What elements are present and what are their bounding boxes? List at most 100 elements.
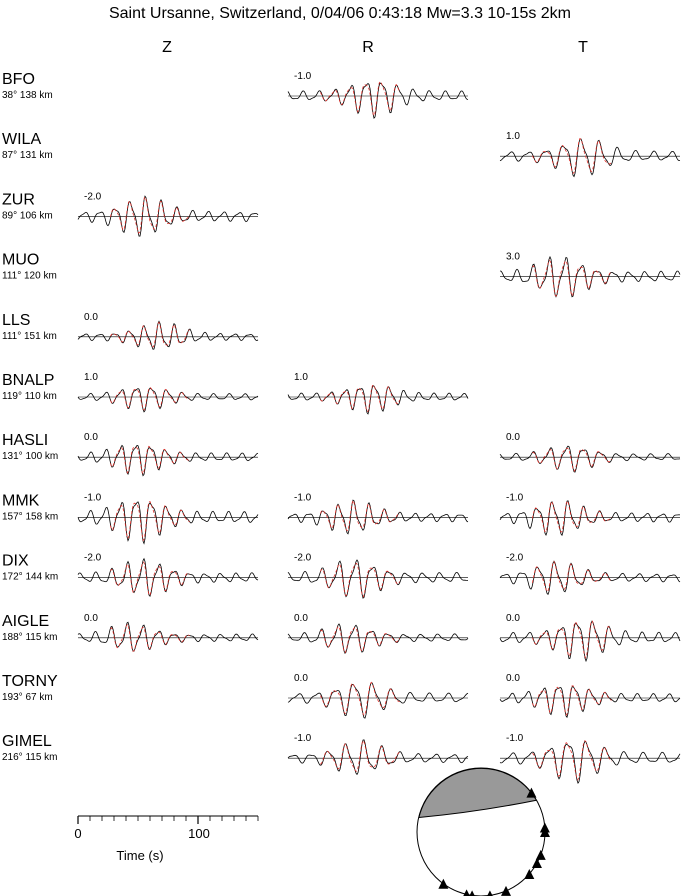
data-trace-aigle-r (287, 623, 469, 655)
station-name-muo: MUO (2, 252, 39, 269)
time-shift-torny-t: 0.0 (506, 673, 520, 684)
x-axis-label: Time (s) (116, 848, 163, 863)
station-name-mmk: MMK (2, 492, 40, 509)
time-shift-torny-r: 0.0 (294, 673, 308, 684)
station-row-bnalp: BNALP 119° 110 km 1.0 1.0 (2, 372, 469, 415)
station-row-dix: DIX 172° 144 km -2.0 -2.0 -2.0 (2, 553, 681, 599)
data-trace-bnalp-r (287, 385, 469, 415)
trace-hasli-t: 0.0 (499, 432, 681, 473)
data-trace-dix-z (77, 557, 259, 597)
trace-dix-r: -2.0 (287, 553, 469, 599)
trace-mmk-t: -1.0 (499, 492, 681, 537)
time-shift-mmk-t: -1.0 (506, 492, 524, 503)
data-trace-mmk-r (287, 499, 469, 535)
synthetic-trace-mmk-r (320, 499, 400, 532)
time-shift-dix-t: -2.0 (506, 553, 524, 564)
data-trace-dix-r (287, 559, 469, 599)
data-trace-hasli-z (77, 444, 259, 477)
station-meta-bfo: 38° 138 km (2, 90, 53, 101)
station-name-aigle: AIGLE (2, 613, 49, 630)
beachball-compressional-quadrant (418, 767, 538, 819)
trace-lls-z: 0.0 (77, 312, 259, 350)
data-trace-gimel-t (499, 740, 681, 784)
station-row-hasli: HASLI 131° 100 km 0.0 0.0 (2, 432, 681, 477)
synthetic-trace-gimel-r (320, 739, 400, 772)
data-trace-wila-t (499, 138, 681, 178)
station-row-aigle: AIGLE 188° 115 km 0.0 0.0 0.0 (2, 613, 681, 663)
component-header-t: T (578, 39, 588, 56)
time-shift-mmk-z: -1.0 (84, 492, 102, 503)
component-headers: Z R T (162, 39, 588, 56)
station-meta-aigle: 188° 115 km (2, 632, 58, 643)
scale-bar-ticks (77, 816, 259, 824)
time-shift-dix-z: -2.0 (84, 553, 102, 564)
beachball-station-triangle-7 (501, 885, 512, 896)
time-shift-gimel-t: -1.0 (506, 733, 524, 744)
time-shift-gimel-r: -1.0 (294, 733, 312, 744)
station-meta-lls: 111° 151 km (2, 331, 57, 342)
station-name-torny: TORNY (2, 673, 58, 690)
data-trace-mmk-z (77, 501, 259, 545)
station-row-gimel: GIMEL 216° 115 km -1.0 -1.0 (2, 733, 681, 784)
trace-gimel-t: -1.0 (499, 733, 681, 784)
time-shift-muo-t: 3.0 (506, 252, 520, 263)
trace-torny-r: 0.0 (287, 673, 469, 719)
time-shift-mmk-r: -1.0 (294, 492, 312, 503)
station-row-mmk: MMK 157° 158 km -1.0 -1.0 -1.0 (2, 492, 681, 545)
data-trace-aigle-z (77, 621, 259, 652)
beachball-station-triangle-1 (526, 787, 537, 798)
trace-aigle-r: 0.0 (287, 613, 469, 655)
station-meta-mmk: 157° 158 km (2, 511, 58, 522)
station-name-hasli: HASLI (2, 432, 48, 449)
synthetic-trace-aigle-z (110, 623, 190, 653)
beachball-station-triangle-4 (535, 849, 546, 860)
station-name-lls: LLS (2, 312, 30, 329)
station-meta-wila: 87° 131 km (2, 150, 53, 161)
scale-tick-label-100: 100 (188, 826, 210, 841)
time-shift-hasli-t: 0.0 (506, 432, 520, 443)
trace-mmk-z: -1.0 (77, 492, 259, 545)
station-meta-torny: 193° 67 km (2, 692, 53, 703)
station-name-bnalp: BNALP (2, 372, 54, 389)
station-name-zur: ZUR (2, 191, 35, 208)
data-trace-torny-r (287, 682, 469, 719)
time-shift-aigle-r: 0.0 (294, 613, 308, 624)
beachball-station-triangle-5 (531, 858, 542, 869)
trace-bnalp-z: 1.0 (77, 372, 259, 413)
time-shift-bnalp-r: 1.0 (294, 372, 308, 383)
synthetic-trace-bfo-r (320, 80, 400, 117)
trace-mmk-r: -1.0 (287, 492, 469, 535)
beachball-station-triangle-10 (463, 889, 470, 896)
time-shift-zur-z: -2.0 (84, 191, 102, 202)
time-scale-bar: 0 100 Time (s) (74, 815, 259, 863)
station-row-bfo: BFO 38° 138 km -1.0 (2, 71, 469, 119)
station-meta-zur: 89° 106 km (2, 210, 53, 221)
station-row-zur: ZUR 89° 106 km -2.0 (2, 191, 259, 237)
trace-hasli-z: 0.0 (77, 432, 259, 477)
station-meta-muo: 111° 120 km (2, 271, 57, 282)
time-shift-aigle-z: 0.0 (84, 613, 98, 624)
station-rows: BFO 38° 138 km -1.0 WILA 87° 131 km 1.0 ZUR 89°… (2, 71, 681, 784)
synthetic-trace-dix-z (110, 561, 190, 596)
trace-torny-t: 0.0 (499, 673, 681, 719)
synthetic-trace-gimel-t (532, 740, 612, 781)
station-name-bfo: BFO (2, 71, 35, 88)
data-trace-dix-t (499, 560, 681, 596)
synthetic-trace-mmk-t (532, 500, 612, 533)
time-shift-dix-r: -2.0 (294, 553, 312, 564)
data-trace-zur-z (77, 195, 259, 237)
synthetic-trace-dix-r (320, 562, 400, 598)
data-trace-lls-z (77, 320, 259, 350)
trace-gimel-r: -1.0 (287, 733, 469, 776)
station-meta-dix: 172° 144 km (2, 572, 58, 583)
synthetic-trace-zur-z (110, 196, 190, 234)
station-row-torny: TORNY 193° 67 km 0.0 0.0 (2, 673, 681, 719)
trace-dix-z: -2.0 (77, 553, 259, 597)
synthetic-trace-wila-t (532, 137, 612, 175)
synthetic-trace-hasli-z (110, 445, 190, 475)
station-row-wila: WILA 87° 131 km 1.0 (2, 131, 681, 178)
trace-bfo-r: -1.0 (287, 71, 469, 119)
data-trace-hasli-t (499, 445, 681, 473)
synthetic-trace-aigle-t (532, 620, 612, 659)
